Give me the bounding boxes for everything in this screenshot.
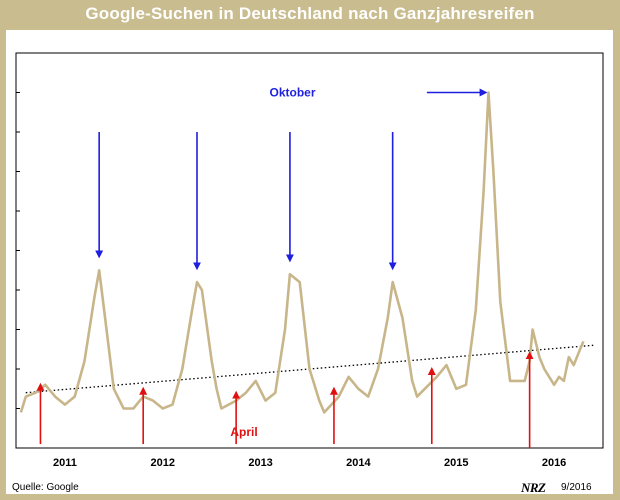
chart-panel: 2011 2012 2013 2014 2015 2016 Oktober April — [6, 30, 613, 494]
x-tick-label: 2012 — [151, 457, 175, 469]
source-label: Quelle: Google — [12, 482, 79, 493]
x-tick-label: 2014 — [346, 457, 371, 469]
x-tick-label: 2015 — [444, 457, 468, 469]
nrz-logo: NRZ — [521, 480, 546, 495]
x-tick-label: 2013 — [248, 457, 272, 469]
chart-svg: 2011 2012 2013 2014 2015 2016 Oktober April — [15, 52, 604, 469]
x-tick-label: 2016 — [542, 457, 566, 469]
chart-title: Google-Suchen in Deutschland nach Ganzja… — [85, 4, 535, 23]
plot-area-border — [15, 52, 604, 449]
oktober-label: Oktober — [270, 86, 316, 100]
x-tick-label: 2011 — [53, 457, 77, 469]
date-label: 9/2016 — [561, 482, 592, 493]
series-line — [19, 91, 585, 414]
april-label: April — [230, 425, 257, 439]
